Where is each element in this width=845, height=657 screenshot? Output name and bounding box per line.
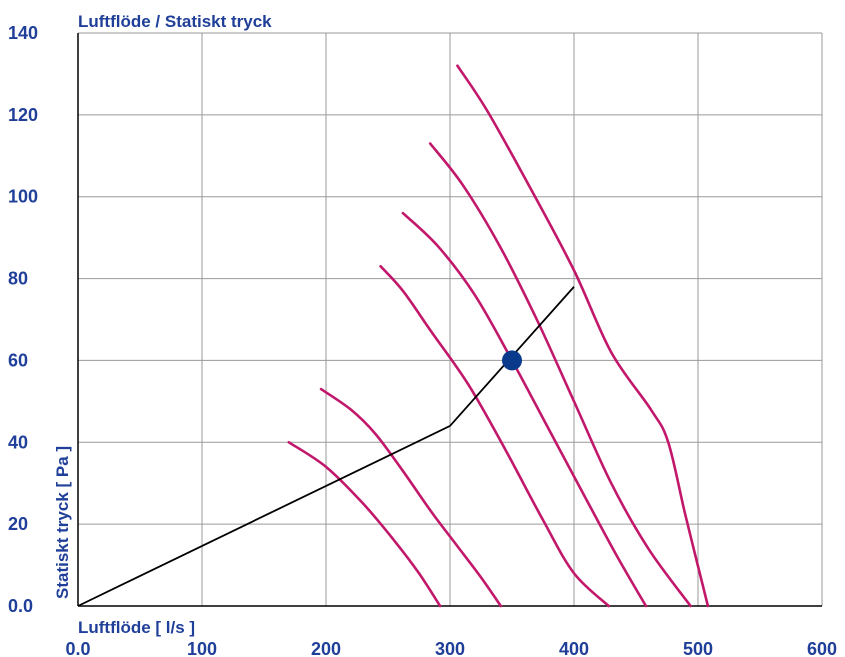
y-tick-label: 120 <box>8 105 38 125</box>
y-tick-label: 40 <box>8 432 28 452</box>
y-axis-title: Statiskt tryck [ Pa ] <box>53 446 72 599</box>
grid <box>78 32 823 606</box>
y-tick-label: 60 <box>8 350 28 370</box>
y-tick-label: 100 <box>8 187 38 207</box>
series <box>77 64 710 608</box>
x-tick-label: 500 <box>683 639 713 657</box>
tick-labels: 0.0 100 200 300 400 500 600 0.0 20 40 60 80 100 120 14… <box>8 23 837 657</box>
chart-title: Luftflöde / Statiskt tryck <box>78 12 272 31</box>
operating-point <box>502 350 522 371</box>
x-tick-label: 200 <box>311 639 341 657</box>
y-tick-label: 80 <box>8 269 28 289</box>
fan-curve-5 <box>428 142 692 608</box>
fan-curve-4 <box>401 211 648 608</box>
x-tick-label: 100 <box>187 639 217 657</box>
fan-curve-1 <box>287 440 442 608</box>
x-tick-label: 600 <box>807 639 837 657</box>
y-tick-label: 140 <box>8 23 38 43</box>
x-axis-title: Luftflöde [ l/s ] <box>78 618 195 637</box>
fan-curve-3 <box>379 264 611 608</box>
y-tick-label: 0.0 <box>8 596 33 616</box>
system-curve <box>77 286 575 607</box>
x-tick-label: 0.0 <box>65 639 90 657</box>
x-tick-label: 400 <box>559 639 589 657</box>
x-tick-label: 300 <box>435 639 465 657</box>
fan-curve-2 <box>319 387 503 608</box>
y-tick-label: 20 <box>8 514 28 534</box>
axes <box>77 33 822 607</box>
fan-curve-6 <box>456 64 710 608</box>
